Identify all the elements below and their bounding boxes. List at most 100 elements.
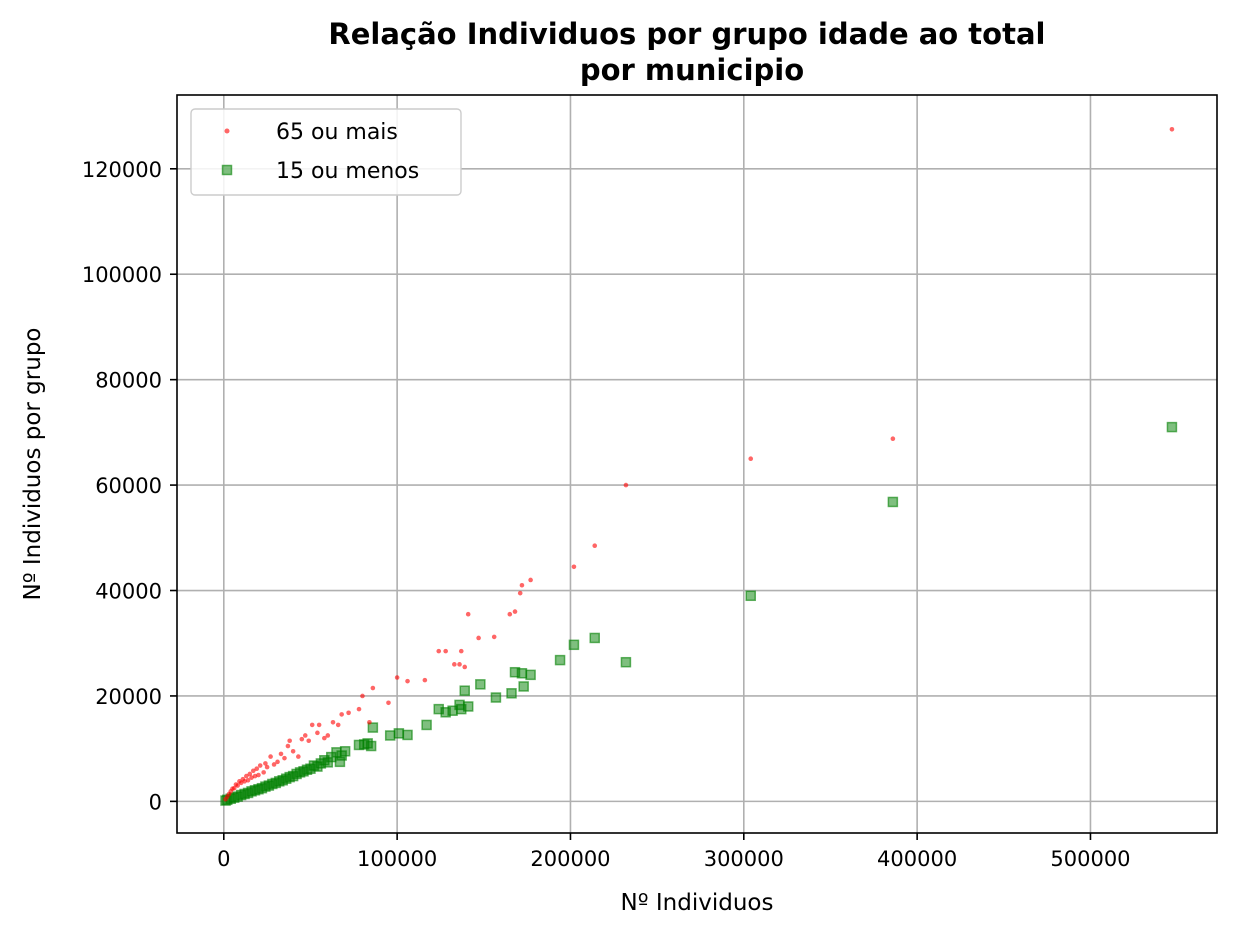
scatter-point-circle bbox=[315, 730, 320, 736]
scatter-point-circle bbox=[330, 720, 336, 725]
scatter-point-circle bbox=[264, 764, 270, 770]
plot-frame bbox=[176, 94, 1218, 834]
legend-label: 65 ou mais bbox=[276, 120, 398, 145]
y-tick-label: 0 bbox=[149, 790, 162, 814]
scatter-point-circle bbox=[462, 664, 468, 670]
scatter-point-square bbox=[454, 699, 465, 711]
legend-marker-circle bbox=[224, 128, 230, 134]
y-axis-label: Nº Individuos por grupo bbox=[20, 328, 46, 601]
scatter-point-square bbox=[620, 656, 632, 668]
scatter-point-square bbox=[518, 681, 529, 692]
scatter-point-circle bbox=[356, 706, 362, 712]
y-tick-label: 120000 bbox=[82, 158, 162, 182]
scatter-point-circle bbox=[261, 770, 266, 775]
scatter-point-square bbox=[402, 729, 413, 741]
scatter-point-circle bbox=[278, 751, 284, 757]
scatter-point-circle bbox=[339, 712, 344, 717]
x-tick-label: 0 bbox=[217, 847, 230, 871]
scatter-point-circle bbox=[360, 693, 365, 699]
scatter-point-circle bbox=[245, 777, 251, 783]
scatter-point-circle bbox=[370, 685, 376, 691]
scatter-point-circle bbox=[623, 482, 629, 488]
scatter-point-circle bbox=[528, 577, 533, 583]
scatter-point-circle bbox=[275, 759, 280, 765]
scatter-point-square bbox=[589, 632, 600, 644]
series-group bbox=[220, 421, 1178, 806]
y-tick-label: 40000 bbox=[95, 580, 162, 604]
axis-ticks: 0 100000 200000 300000 400000 500000 0 20000 400… bbox=[82, 158, 1131, 871]
scatter-point-circle bbox=[302, 733, 308, 738]
scatter-point-circle bbox=[237, 779, 242, 784]
scatter-point-square bbox=[433, 703, 444, 715]
scatter-point-circle bbox=[394, 675, 400, 680]
scatter-point-circle bbox=[386, 700, 391, 706]
scatter-point-circle bbox=[299, 736, 305, 742]
scatter-point-circle bbox=[465, 611, 471, 617]
scatter-point-circle bbox=[748, 456, 754, 462]
scatter-point-circle bbox=[271, 762, 277, 767]
scatter-point-circle bbox=[223, 796, 228, 802]
scatter-point-circle bbox=[263, 761, 268, 766]
y-tick-label: 60000 bbox=[95, 474, 162, 498]
y-tick-label: 20000 bbox=[95, 685, 162, 709]
scatter-point-circle bbox=[256, 772, 261, 778]
scatter-point-circle bbox=[422, 677, 428, 683]
scatter-point-square bbox=[459, 685, 470, 696]
x-tick-label: 300000 bbox=[704, 847, 784, 871]
x-tick-label: 400000 bbox=[877, 847, 957, 871]
scatter-point-circle bbox=[436, 648, 442, 654]
x-tick-label: 200000 bbox=[530, 847, 610, 871]
scatter-point-circle bbox=[458, 648, 464, 654]
grid bbox=[177, 95, 1217, 833]
scatter-point-circle bbox=[512, 609, 518, 614]
scatter-point-circle bbox=[322, 735, 327, 741]
chart-title: Relação Individuos por grupo idade ao to… bbox=[328, 17, 1055, 87]
scatter-point-square bbox=[509, 666, 521, 678]
y-tick-label: 100000 bbox=[82, 263, 162, 287]
legend-marker-square bbox=[221, 164, 233, 176]
scatter-point-square bbox=[367, 722, 379, 733]
chart-title-line-1: Relação Individuos por grupo idade ao to… bbox=[328, 17, 1045, 51]
scatter-point-circle bbox=[592, 543, 598, 549]
scatter-point-square bbox=[887, 496, 899, 508]
scatter-point-circle bbox=[519, 582, 525, 588]
x-tick-label: 100000 bbox=[357, 847, 437, 871]
scatter-point-circle bbox=[247, 771, 253, 777]
scatter-point-circle bbox=[254, 766, 260, 771]
scatter-point-square bbox=[525, 669, 536, 681]
scatter-point-circle bbox=[290, 748, 296, 754]
scatter-point-square bbox=[384, 730, 396, 741]
scatter-point-circle bbox=[476, 635, 481, 641]
scatter-point-square bbox=[475, 679, 486, 690]
scatter-point-circle bbox=[367, 720, 372, 725]
scatter-point-square bbox=[568, 639, 580, 651]
scatter-point-circle bbox=[287, 738, 292, 744]
scatter-point-square bbox=[506, 688, 517, 699]
scatter-point-circle bbox=[1169, 126, 1175, 132]
scatter-point-circle bbox=[309, 722, 315, 728]
scatter-point-circle bbox=[268, 754, 273, 759]
scatter-point-circle bbox=[244, 773, 249, 779]
scatter-point-square bbox=[353, 739, 365, 751]
scatter-point-circle bbox=[282, 755, 287, 761]
scatter-point-circle bbox=[507, 611, 513, 617]
scatter-point-square bbox=[393, 728, 405, 739]
scatter-point-circle bbox=[346, 710, 351, 716]
scatter-point-circle bbox=[443, 648, 448, 654]
scatter-point-circle bbox=[233, 782, 239, 787]
legend-box bbox=[190, 108, 462, 196]
scatter-point-circle bbox=[335, 722, 341, 728]
scatter-point-square bbox=[1166, 421, 1178, 433]
scatter-point-circle bbox=[452, 662, 457, 667]
legend-label: 15 ou menos bbox=[276, 159, 419, 184]
y-tick-label: 80000 bbox=[95, 369, 162, 393]
scatter-point-square bbox=[490, 692, 502, 703]
scatter-point-circle bbox=[257, 763, 263, 768]
scatter-point-circle bbox=[571, 564, 577, 570]
scatter-point-circle bbox=[491, 634, 497, 640]
chart-title-line-2: por municipio bbox=[580, 53, 804, 87]
scatter-point-square bbox=[334, 756, 346, 768]
x-tick-label: 500000 bbox=[1050, 847, 1130, 871]
scatter-point-circle bbox=[285, 743, 291, 749]
